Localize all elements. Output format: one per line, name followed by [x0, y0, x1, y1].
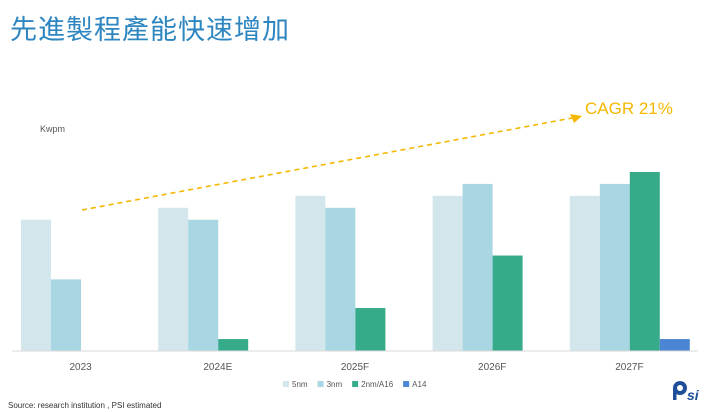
x-tick-label-2027f: 2027F	[615, 362, 643, 373]
psi-logo-icon: si	[673, 381, 700, 403]
bar-2027f-series-2	[629, 172, 660, 351]
legend-label-0: 5nm	[292, 380, 308, 389]
bar-2025f-series-0	[295, 195, 326, 351]
bar-2025f-series-2	[355, 308, 386, 351]
cagr-trend-line	[81, 117, 573, 211]
bar-2026f-series-0	[432, 195, 463, 351]
bar-2023-series-1	[51, 279, 81, 351]
source-note: Source: research institution , PSI estim…	[8, 401, 162, 410]
bar-2027f-series-0	[569, 195, 600, 351]
legend-label-3: A14	[412, 380, 427, 389]
legend-label-1: 3nm	[327, 380, 343, 389]
bar-2027f-series-1	[599, 183, 630, 351]
legend-swatch-3	[403, 381, 410, 387]
svg-text:si: si	[687, 387, 700, 403]
bar-2026f-series-2	[492, 255, 523, 351]
bar-2023-series-0	[21, 219, 51, 351]
cagr-arrowhead-icon	[570, 114, 582, 123]
bar-2024e-series-1	[188, 219, 219, 351]
x-tick-label-2025f: 2025F	[341, 362, 369, 373]
bar-2026f-series-1	[462, 183, 493, 351]
x-tick-label-2023: 2023	[69, 362, 92, 373]
y-unit-label: Kwpm	[40, 124, 66, 134]
bar-2025f-series-1	[325, 207, 356, 351]
cagr-label: CAGR 21%	[585, 99, 673, 118]
x-tick-label-2026f: 2026F	[478, 362, 506, 373]
legend-swatch-0	[283, 381, 289, 387]
bar-2027f-series-3	[659, 339, 690, 351]
bar-2024e-series-2	[218, 339, 249, 351]
bar-2024e-series-0	[158, 207, 189, 351]
legend-swatch-2	[352, 381, 359, 387]
legend-label-2: 2nm/A16	[361, 380, 394, 389]
x-tick-label-2024e: 2024E	[203, 362, 232, 373]
legend-swatch-1	[317, 381, 324, 387]
page-title: 先進製程產能快速增加	[10, 15, 290, 46]
